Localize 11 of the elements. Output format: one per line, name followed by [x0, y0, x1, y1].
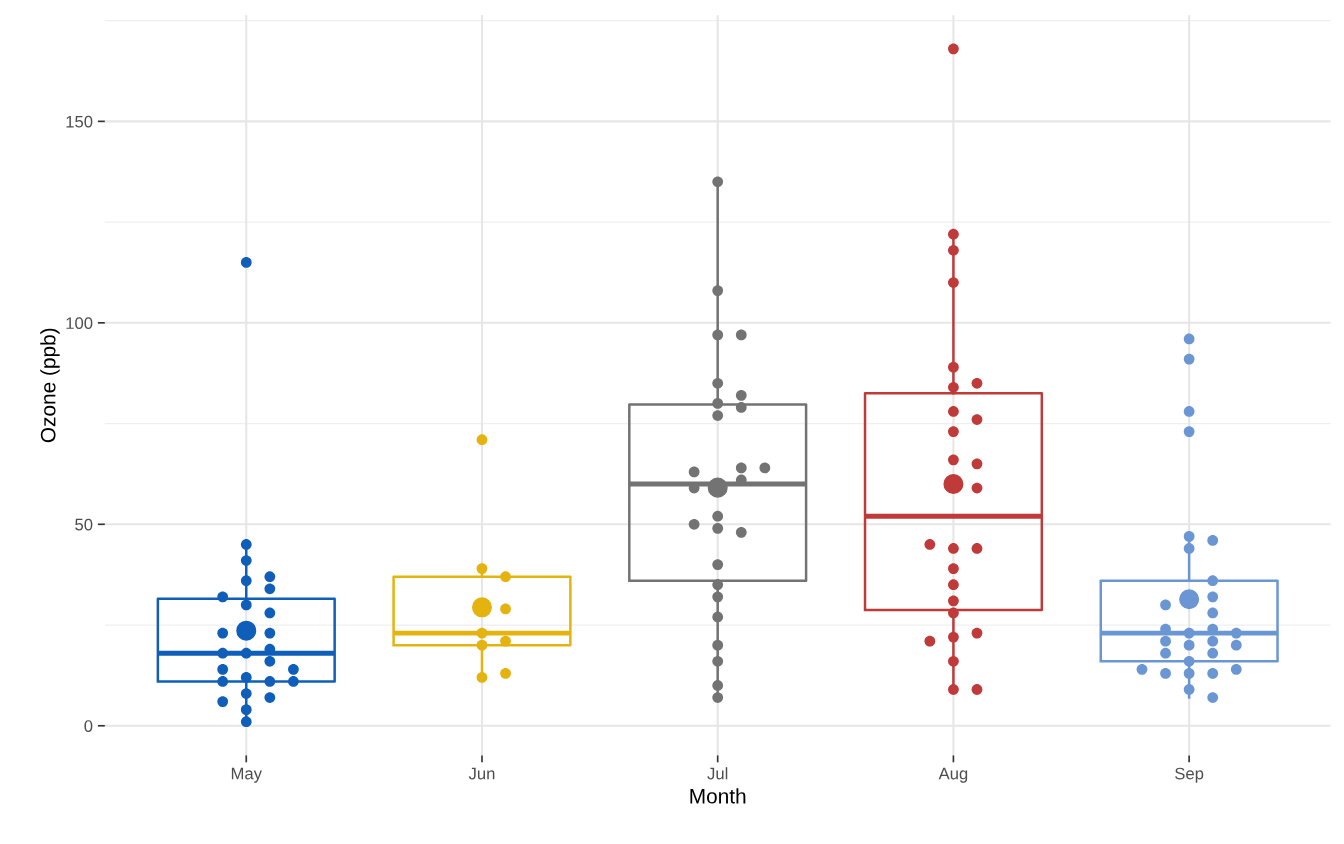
- y-axis-title: Ozone (ppb): [40, 328, 60, 443]
- x-tick-label: Jun: [468, 767, 495, 780]
- x-tick-label: Jul: [707, 767, 728, 780]
- x-tick-label: Sep: [1175, 767, 1204, 783]
- y-tick-label: 0: [84, 720, 93, 732]
- y-tick-label: 100: [66, 317, 93, 330]
- x-tick-label: Aug: [938, 767, 968, 783]
- y-tick-label: 150: [66, 115, 93, 128]
- x-axis-title: Month: [690, 788, 746, 804]
- x-tick-label: May: [231, 767, 262, 783]
- y-tick-label: 50: [75, 518, 93, 531]
